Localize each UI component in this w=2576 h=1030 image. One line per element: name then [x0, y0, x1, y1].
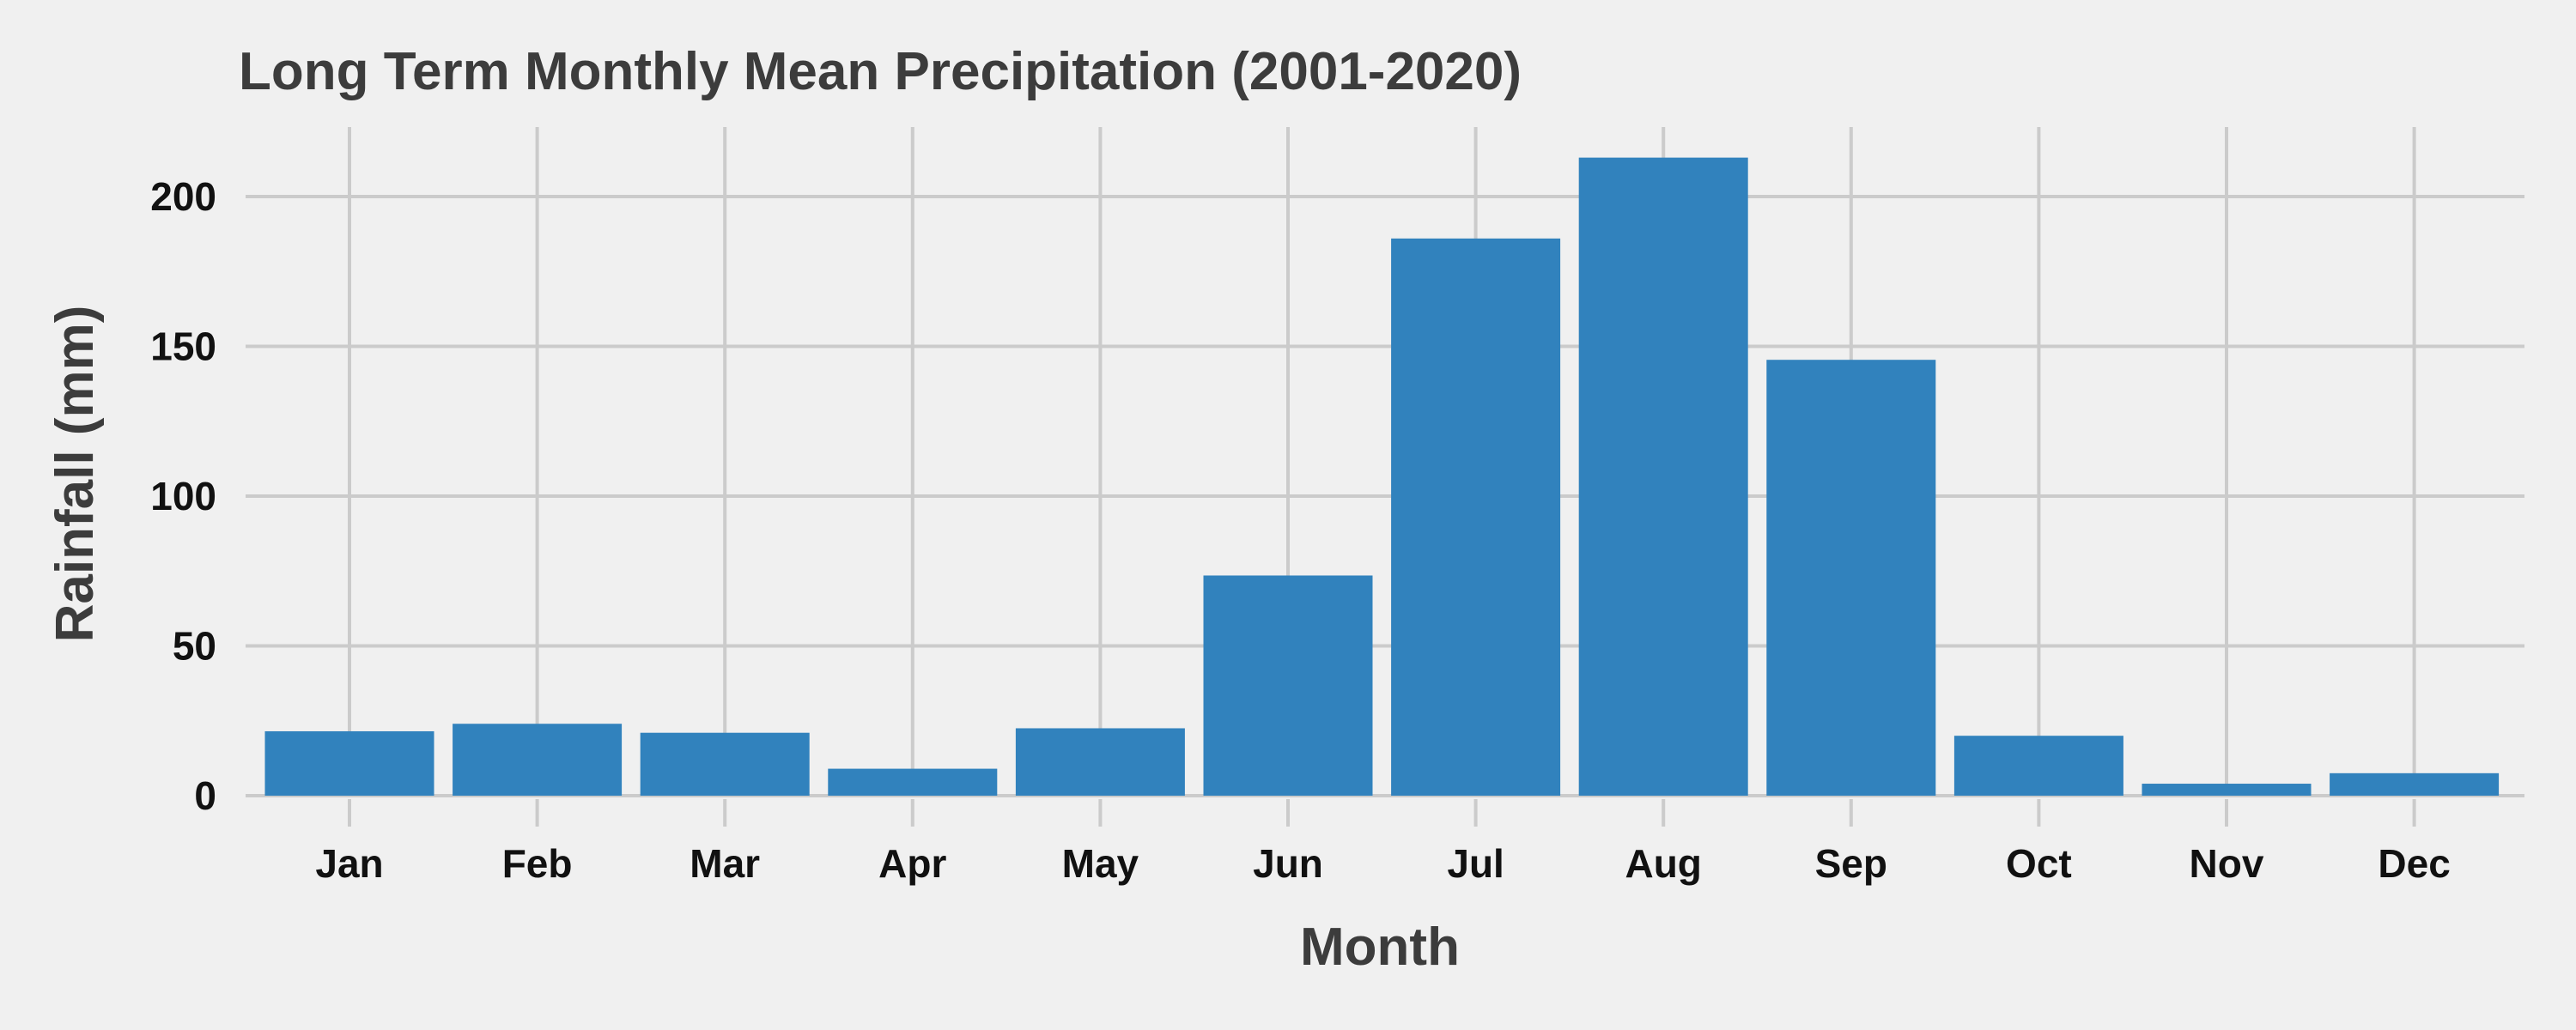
x-tick-labels: Jan Feb Mar Apr May Jun Jul Aug Sep Oct Nov Dec: [315, 841, 2450, 886]
x-tick-label: Oct: [2006, 841, 2072, 886]
bar-mar: [640, 732, 810, 796]
bar-aug: [1578, 157, 1748, 796]
chart-title: Long Term Monthly Mean Precipitation (20…: [239, 42, 1522, 101]
bar-may: [1015, 728, 1185, 796]
x-tick-label: Apr: [878, 841, 946, 886]
bars: [264, 157, 2500, 796]
x-tick-label: May: [1062, 841, 1139, 886]
x-tick-label: Aug: [1625, 841, 1701, 886]
bar-jul: [1391, 238, 1561, 796]
x-tick-label: Feb: [502, 841, 573, 886]
bar-jan: [264, 730, 434, 796]
x-tick-label: Jun: [1253, 841, 1323, 886]
grid-lines: [246, 127, 2524, 827]
y-tick-label: 50: [173, 624, 216, 669]
bar-jun: [1203, 575, 1373, 796]
x-tick-label: Mar: [690, 841, 760, 886]
y-tick-label: 200: [150, 174, 216, 219]
bar-oct: [1953, 736, 2123, 796]
bar-apr: [828, 768, 998, 796]
y-tick-label: 0: [194, 773, 216, 818]
y-tick-labels: 0 50 100 150 200: [150, 174, 216, 818]
y-tick-label: 100: [150, 474, 216, 518]
y-tick-label: 150: [150, 324, 216, 369]
x-tick-label: Dec: [2378, 841, 2450, 886]
bar-sep: [1766, 360, 1936, 796]
x-tick-label: Jul: [1447, 841, 1504, 886]
bar-nov: [2142, 784, 2312, 796]
x-tick-label: Nov: [2190, 841, 2264, 886]
x-axis-label: Month: [1300, 918, 1460, 977]
bar-dec: [2330, 772, 2500, 796]
x-tick-label: Jan: [315, 841, 383, 886]
y-axis-label: Rainfall (mm): [46, 306, 105, 643]
x-tick-label: Sep: [1815, 841, 1887, 886]
bar-feb: [453, 724, 623, 796]
